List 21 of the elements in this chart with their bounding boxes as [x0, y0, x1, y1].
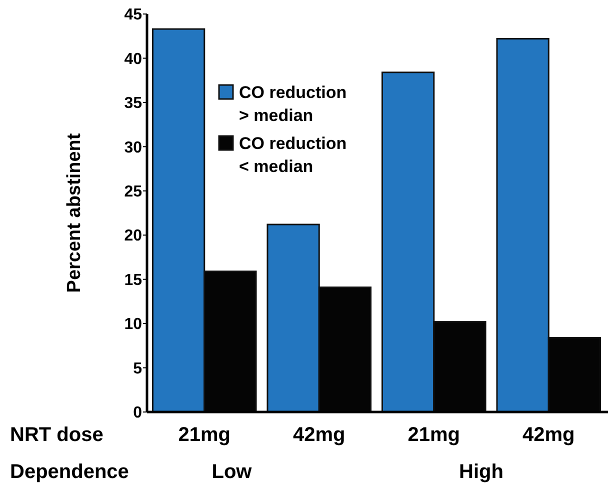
legend-label: CO reduction < median: [239, 134, 347, 176]
y-tick-label: 10: [124, 316, 142, 334]
y-tick-label: 25: [124, 183, 142, 200]
x-tick-label: 42mg: [522, 424, 575, 446]
y-tick-label: 0: [133, 404, 142, 422]
y-tick-label: 5: [133, 360, 142, 378]
x-tick-label: 21mg: [408, 424, 460, 446]
y-tick-label: 35: [124, 95, 142, 112]
legend-label: CO reduction > median: [239, 83, 347, 125]
y-tick-label: 45: [124, 6, 142, 24]
x-tick-label: 42mg: [293, 424, 346, 446]
y-tick-label: 30: [124, 139, 142, 156]
text: Dependence: [10, 461, 129, 483]
y-tick-label: 15: [124, 272, 142, 289]
y-tick-label: 40: [124, 50, 142, 68]
text: High: [459, 461, 504, 483]
y-tick-label: 20: [124, 228, 142, 245]
text: Low: [212, 461, 252, 483]
y-axis-title: Percent abstinent: [64, 132, 85, 293]
x-tick-label: 21mg: [178, 424, 230, 446]
text: NRT dose: [10, 424, 104, 446]
